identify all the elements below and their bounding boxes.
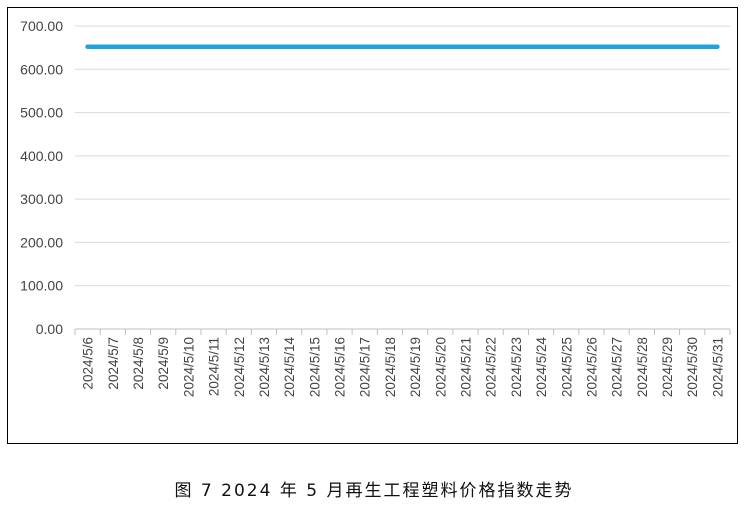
data-point (237, 45, 240, 48)
x-tick-label: 2024/5/26 (584, 337, 599, 397)
x-tick-label: 2024/5/24 (534, 337, 549, 398)
data-point (413, 45, 417, 48)
data-point (640, 45, 644, 48)
y-tick-label: 100.00 (20, 278, 63, 294)
data-point (86, 45, 89, 48)
data-point (262, 45, 266, 48)
data-point (489, 45, 492, 48)
x-tick-label: 2024/5/29 (660, 337, 675, 397)
y-tick-label: 400.00 (20, 148, 63, 164)
y-tick-label: 300.00 (20, 191, 63, 207)
y-tick-label: 200.00 (20, 234, 63, 250)
y-tick-label: 500.00 (20, 105, 63, 121)
x-tick-label: 2024/5/16 (333, 337, 348, 397)
data-point (287, 45, 291, 48)
x-tick-label: 2024/5/10 (181, 337, 196, 397)
data-point (111, 45, 114, 48)
x-tick-label: 2024/5/8 (131, 337, 146, 390)
data-point (514, 45, 518, 48)
x-tick-label: 2024/5/9 (156, 337, 171, 390)
x-tick-label: 2024/5/27 (610, 337, 625, 397)
x-tick-label: 2024/5/12 (232, 337, 247, 397)
x-tick-label: 2024/5/13 (257, 337, 272, 397)
x-tick-label: 2024/5/14 (282, 337, 297, 398)
x-tick-label: 2024/5/25 (559, 337, 574, 397)
data-point (363, 45, 366, 48)
data-point (665, 45, 669, 48)
chart-frame (7, 7, 738, 444)
data-point (212, 45, 215, 48)
figure-caption: 图 7 2024 年 5 月再生工程塑料价格指数走势 (174, 481, 574, 501)
y-tick-label: 700.00 (20, 18, 63, 34)
y-tick-label: 600.00 (20, 61, 63, 77)
x-tick-label: 2024/5/20 (433, 337, 448, 397)
data-point (615, 45, 618, 48)
data-point (187, 45, 190, 48)
x-tick-label: 2024/5/30 (685, 337, 700, 397)
data-point (338, 45, 341, 48)
data-point (691, 45, 694, 48)
data-point (161, 45, 165, 48)
data-point (136, 45, 140, 48)
y-tick-label: 0.00 (36, 321, 63, 337)
x-tick-label: 2024/5/21 (458, 337, 473, 397)
data-point (313, 45, 316, 48)
data-point (565, 45, 568, 48)
data-point (716, 45, 719, 48)
x-tick-label: 2024/5/23 (509, 337, 524, 397)
data-point (439, 45, 442, 48)
x-tick-label: 2024/5/18 (383, 337, 398, 397)
x-tick-label: 2024/5/15 (307, 337, 322, 397)
x-tick-label: 2024/5/31 (710, 337, 725, 397)
x-tick-label: 2024/5/11 (207, 337, 222, 396)
data-point (388, 45, 392, 48)
data-point (464, 45, 467, 48)
x-tick-label: 2024/5/7 (106, 337, 121, 390)
data-point (539, 45, 543, 48)
x-tick-label: 2024/5/28 (635, 337, 650, 397)
x-tick-label: 2024/5/22 (484, 337, 499, 397)
x-tick-label: 2024/5/17 (358, 337, 373, 397)
x-tick-label: 2024/5/19 (408, 337, 423, 397)
x-tick-label: 2024/5/6 (81, 337, 96, 390)
data-point (590, 45, 593, 48)
